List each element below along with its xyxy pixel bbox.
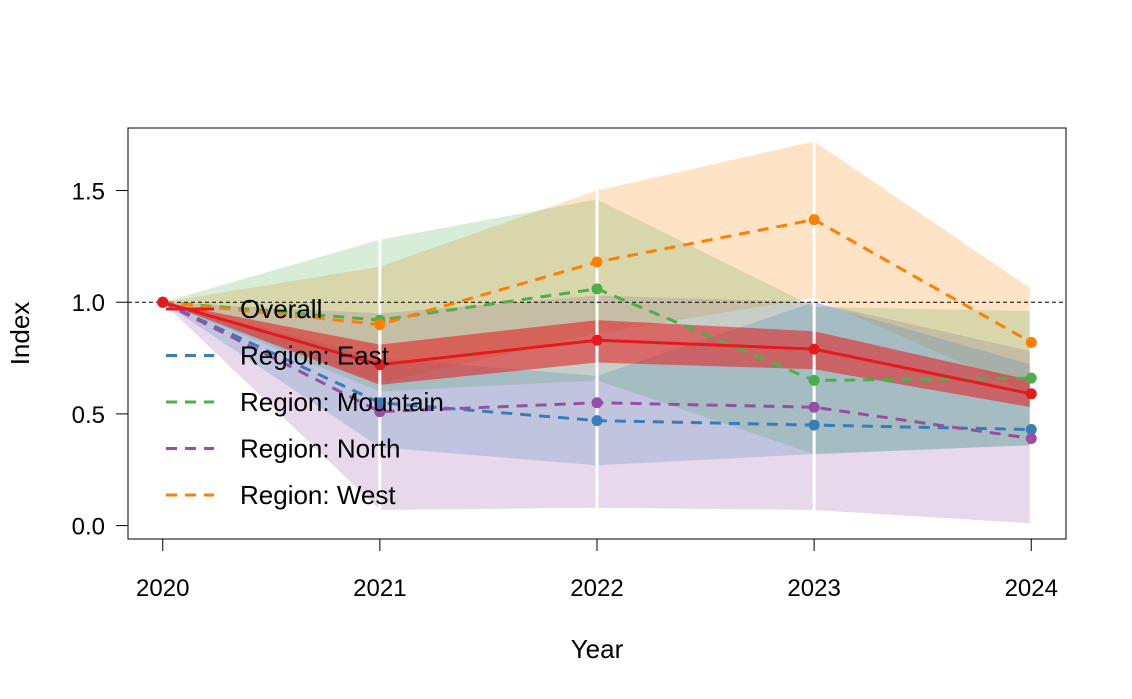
x-tick-label-2020: 2020 (136, 575, 189, 602)
x-tick-label-2022: 2022 (570, 575, 623, 602)
x-axis: 2020 2021 2022 2023 2024 (136, 538, 1058, 602)
legend: Overall Region: East Region: Mountain Regio… (166, 294, 444, 510)
legend-label-region-north: Region: North (240, 434, 400, 464)
point-overall-2024 (1025, 388, 1037, 400)
y-tick-label-0: 0.0 (72, 514, 105, 541)
point-region-north-2024 (1025, 432, 1037, 444)
point-region-north-2022 (591, 397, 603, 409)
point-region-mountain-2024 (1025, 372, 1037, 384)
series-points (157, 214, 1037, 444)
point-region-west-2021 (374, 319, 386, 331)
x-tick-label-2024: 2024 (1005, 575, 1058, 602)
point-region-west-2023 (808, 214, 820, 226)
point-region-mountain-2023 (808, 374, 820, 386)
point-region-mountain-2022 (591, 283, 603, 295)
y-axis-title: Index (5, 302, 35, 366)
y-axis: 0.0 0.5 1.0 1.5 (72, 179, 129, 541)
legend-label-region-west: Region: West (240, 480, 396, 510)
y-tick-label-1.5: 1.5 (72, 179, 105, 206)
x-tick-label-2023: 2023 (787, 575, 840, 602)
point-region-east-2023 (808, 419, 820, 431)
legend-label-region-east: Region: East (240, 341, 390, 371)
legend-label-region-mountain: Region: Mountain (240, 387, 444, 417)
point-region-east-2022 (591, 415, 603, 427)
legend-label-overall: Overall (240, 294, 322, 324)
x-tick-label-2021: 2021 (353, 575, 406, 602)
point-region-north-2023 (808, 401, 820, 413)
point-region-east-2021 (374, 397, 386, 409)
point-overall-2020 (157, 296, 169, 308)
y-tick-label-0.5: 0.5 (72, 402, 105, 429)
point-overall-2021 (374, 359, 386, 371)
point-region-east-2024 (1025, 424, 1037, 436)
y-tick-label-1: 1.0 (72, 290, 105, 317)
year-separator-lines (378, 141, 1033, 524)
point-overall-2023 (808, 343, 820, 355)
point-overall-2022 (591, 334, 603, 346)
point-region-west-2022 (591, 256, 603, 268)
point-region-north-2021 (374, 406, 386, 418)
x-axis-title: Year (571, 634, 624, 664)
point-region-west-2024 (1025, 336, 1037, 348)
